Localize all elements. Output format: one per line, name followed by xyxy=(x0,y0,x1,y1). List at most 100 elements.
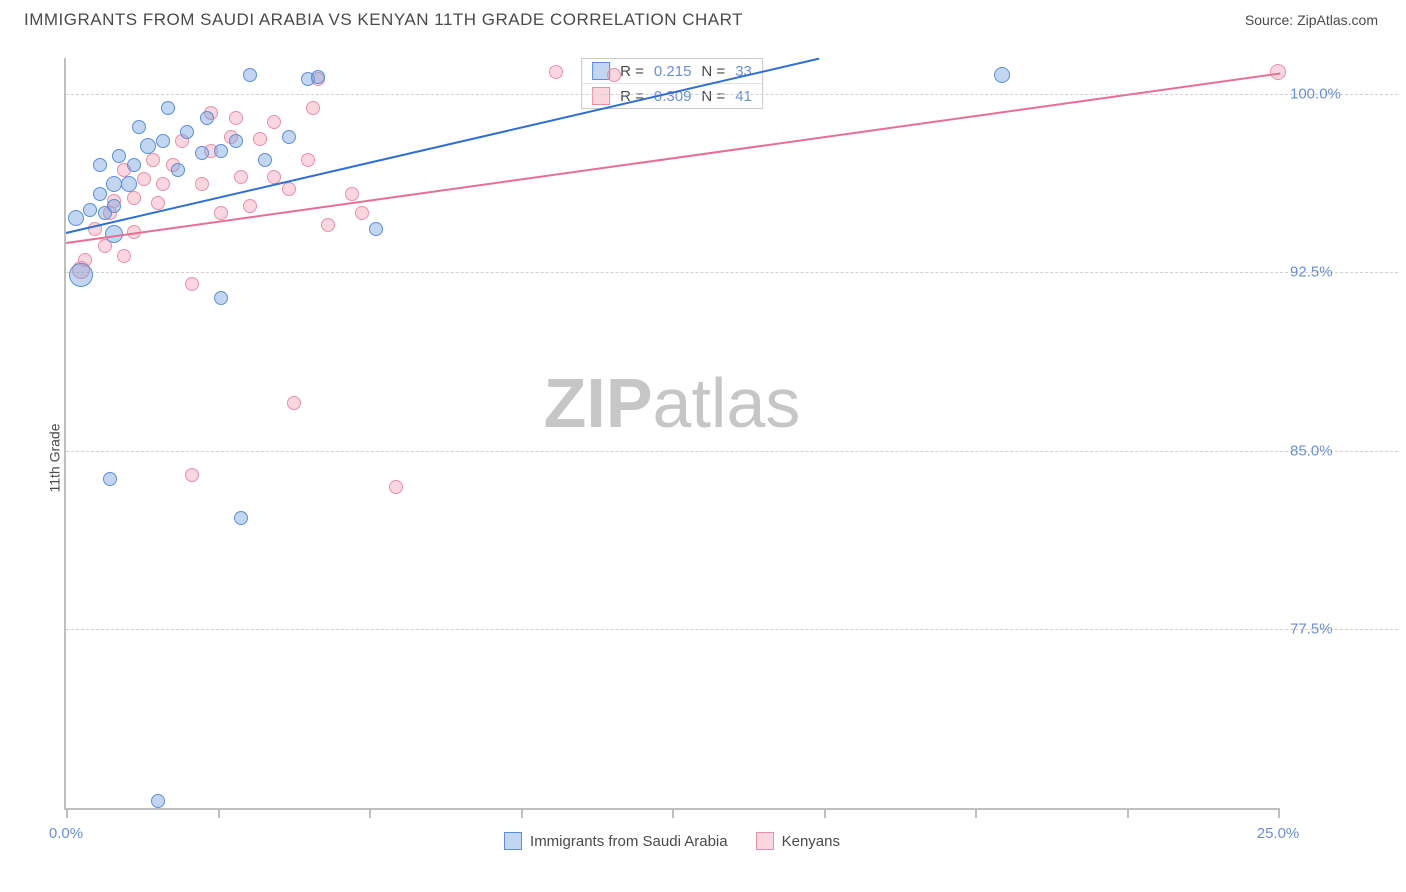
data-point xyxy=(267,115,281,129)
data-point xyxy=(140,138,156,154)
y-tick-label: 92.5% xyxy=(1290,264,1390,281)
data-point xyxy=(137,172,151,186)
source-name: ZipAtlas.com xyxy=(1297,12,1378,28)
data-point xyxy=(146,153,160,167)
legend-item-series1: Immigrants from Saudi Arabia xyxy=(504,832,728,850)
data-point xyxy=(175,134,189,148)
data-point xyxy=(98,239,112,253)
x-tick xyxy=(521,808,523,818)
data-point xyxy=(83,203,97,217)
data-point xyxy=(127,158,141,172)
swatch-series1 xyxy=(504,832,522,850)
data-point xyxy=(204,106,218,120)
source-prefix: Source: xyxy=(1245,12,1297,28)
x-tick xyxy=(1127,808,1129,818)
x-tick xyxy=(824,808,826,818)
y-tick-label: 85.0% xyxy=(1290,442,1390,459)
data-point xyxy=(117,163,131,177)
data-point xyxy=(549,65,563,79)
x-tick-label: 0.0% xyxy=(49,825,83,842)
data-point xyxy=(93,187,107,201)
data-point xyxy=(258,153,272,167)
x-tick-label: 25.0% xyxy=(1257,825,1300,842)
legend-label-series2: Kenyans xyxy=(782,833,840,850)
data-point xyxy=(185,277,199,291)
data-point xyxy=(112,149,126,163)
data-point xyxy=(214,206,228,220)
x-tick xyxy=(1278,808,1280,818)
data-point xyxy=(311,72,325,86)
data-point xyxy=(107,199,121,213)
legend-row-series2: R = 0.309 N = 41 xyxy=(582,83,762,108)
swatch-series1 xyxy=(592,62,610,80)
data-point xyxy=(103,472,117,486)
data-point xyxy=(117,249,131,263)
plot-area: ZIPatlas R = 0.215 N = 33 R = 0.309 N = … xyxy=(64,58,1278,810)
data-point xyxy=(204,144,218,158)
data-point xyxy=(243,68,257,82)
n-value-series2: 41 xyxy=(735,88,752,105)
watermark-bold: ZIP xyxy=(544,364,653,442)
data-point xyxy=(369,222,383,236)
x-tick xyxy=(672,808,674,818)
data-point xyxy=(151,794,165,808)
x-tick xyxy=(975,808,977,818)
data-point xyxy=(103,206,117,220)
watermark-rest: atlas xyxy=(653,364,801,442)
gridline xyxy=(66,272,1398,273)
data-point xyxy=(93,158,107,172)
data-point xyxy=(214,291,228,305)
correlation-legend: R = 0.215 N = 33 R = 0.309 N = 41 xyxy=(581,58,763,109)
data-point xyxy=(243,199,257,213)
data-point xyxy=(200,111,214,125)
gridline xyxy=(66,451,1398,452)
data-point xyxy=(321,218,335,232)
data-point xyxy=(156,134,170,148)
n-label: N = xyxy=(701,88,725,105)
data-point xyxy=(253,132,267,146)
swatch-series2 xyxy=(756,832,774,850)
n-label: N = xyxy=(701,63,725,80)
data-point xyxy=(132,120,146,134)
r-label: R = xyxy=(620,63,644,80)
data-point xyxy=(311,70,325,84)
data-point xyxy=(68,210,84,226)
data-point xyxy=(78,253,92,267)
legend-label-series1: Immigrants from Saudi Arabia xyxy=(530,833,728,850)
legend-item-series2: Kenyans xyxy=(756,832,840,850)
legend-row-series1: R = 0.215 N = 33 xyxy=(582,59,762,83)
x-tick xyxy=(66,808,68,818)
data-point xyxy=(214,144,228,158)
data-point xyxy=(301,72,315,86)
data-point xyxy=(72,261,90,279)
data-point xyxy=(994,67,1010,83)
data-point xyxy=(171,163,185,177)
gridline xyxy=(66,94,1398,95)
data-point xyxy=(156,177,170,191)
source-attribution: Source: ZipAtlas.com xyxy=(1245,12,1378,28)
data-point xyxy=(234,170,248,184)
x-tick xyxy=(369,808,371,818)
data-point xyxy=(166,158,180,172)
data-point xyxy=(229,111,243,125)
data-point xyxy=(282,182,296,196)
data-point xyxy=(355,206,369,220)
swatch-series2 xyxy=(592,87,610,105)
data-point xyxy=(301,153,315,167)
data-point xyxy=(195,177,209,191)
y-tick-label: 77.5% xyxy=(1290,621,1390,638)
data-point xyxy=(282,130,296,144)
data-point xyxy=(121,176,137,192)
data-point xyxy=(287,396,301,410)
data-point xyxy=(195,146,209,160)
y-tick-label: 100.0% xyxy=(1290,85,1390,102)
data-point xyxy=(224,130,238,144)
data-point xyxy=(107,194,121,208)
data-point xyxy=(185,468,199,482)
watermark: ZIPatlas xyxy=(544,363,801,443)
gridline xyxy=(66,629,1398,630)
data-point xyxy=(127,191,141,205)
chart-title: IMMIGRANTS FROM SAUDI ARABIA VS KENYAN 1… xyxy=(24,10,743,30)
data-point xyxy=(69,263,93,287)
series-legend: Immigrants from Saudi Arabia Kenyans xyxy=(504,832,840,850)
